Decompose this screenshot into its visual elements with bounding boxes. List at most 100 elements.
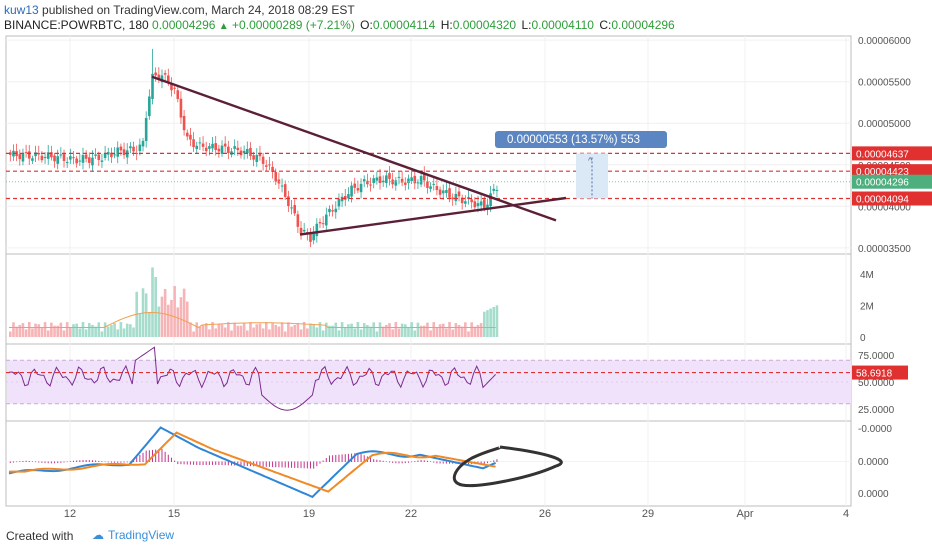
volume-bar: [192, 331, 195, 337]
candle-body: [31, 158, 34, 161]
candle-body: [356, 188, 360, 191]
candle-body: [100, 160, 104, 162]
volume-bar: [15, 326, 18, 337]
candle-body: [347, 194, 350, 199]
candle-body: [407, 178, 410, 184]
volume-bar: [486, 310, 489, 337]
macd-hist-bar: [268, 461, 270, 467]
high-label: H:: [440, 18, 453, 32]
volume-bar: [72, 324, 75, 337]
candle-body: [268, 164, 271, 166]
candle-body: [334, 208, 338, 213]
volume-bar: [441, 323, 445, 337]
macd-hist-bar: [310, 461, 311, 469]
macd-hist-bar: [28, 460, 30, 462]
macd-hist-bar: [91, 460, 93, 462]
macd-hist-bar: [496, 459, 498, 462]
volume-bar: [223, 327, 227, 337]
macd-hist-bar: [126, 461, 128, 463]
chart-header: kuw13 published on TradingView.com, Marc…: [4, 2, 928, 36]
candle-body: [119, 146, 123, 151]
macd-hist-bar: [278, 461, 280, 468]
volume-bar: [132, 327, 135, 337]
volume-tick-label: 4M: [860, 270, 874, 281]
macd-hist-bar: [313, 461, 315, 469]
volume-bar: [287, 322, 290, 337]
macd-hist-bar: [442, 461, 444, 464]
candle-body: [189, 134, 192, 140]
macd-hist-bar: [382, 460, 384, 462]
candle-body: [50, 152, 53, 158]
candle-body: [372, 178, 375, 184]
macd-hist-bar: [265, 461, 267, 467]
volume-bar: [69, 327, 72, 337]
candle-body: [419, 176, 423, 185]
volume-bar: [435, 327, 439, 337]
candle-body: [163, 73, 167, 75]
volume-bar: [65, 322, 69, 337]
macd-hist-bar: [183, 461, 185, 465]
candle-body: [40, 155, 44, 161]
chart-canvas[interactable]: 12 15 19 22 26 29 Apr 40.000035000.000040000.00…: [0, 0, 932, 520]
macd-hist-bar: [439, 461, 441, 464]
volume-bar: [31, 328, 34, 337]
volume-bar: [318, 322, 322, 337]
volume-bar: [422, 325, 426, 337]
candle-body: [464, 201, 467, 204]
macd-hist-bar: [148, 450, 150, 462]
current-price-label: 0.00004296: [856, 178, 909, 189]
volume-bar: [220, 324, 224, 337]
candle-body: [448, 188, 451, 198]
macd-hist-bar: [208, 461, 210, 465]
volume-bar: [214, 328, 217, 337]
volume-bar: [325, 322, 328, 337]
author-link[interactable]: kuw13: [4, 3, 39, 17]
macd-hist-bar: [281, 461, 283, 468]
volume-bar: [230, 330, 233, 337]
macd-hist-bar: [376, 459, 378, 462]
candle-body: [337, 198, 341, 207]
measure-label-box: [495, 131, 667, 148]
macd-hist-bar: [161, 448, 163, 462]
macd-hist-bar: [322, 460, 324, 462]
volume-bar: [160, 296, 164, 337]
volume-bar: [328, 325, 331, 337]
macd-hist-bar: [224, 461, 226, 466]
brand-name: TradingView: [108, 528, 175, 542]
candle-body: [328, 208, 331, 213]
volume-bar: [148, 312, 151, 337]
volume-bar: [460, 326, 464, 337]
volume-bar: [277, 326, 281, 337]
candle-body: [271, 166, 274, 172]
volume-bar: [233, 322, 236, 337]
candle-body: [388, 173, 391, 179]
candle-body: [290, 207, 293, 209]
rsi-tick-label: 75.0000: [858, 351, 895, 362]
volume-bar: [419, 325, 423, 337]
macd-hist-bar: [363, 455, 365, 462]
volume-bar: [381, 326, 385, 337]
macd-hist-bar: [50, 461, 52, 464]
volume-bar: [62, 330, 66, 337]
macd-hist-bar: [373, 459, 375, 462]
macd-hist-bar: [189, 461, 191, 465]
macd-hist-bar: [231, 461, 232, 466]
macd-hist-bar: [404, 461, 406, 464]
candle-body: [233, 146, 236, 149]
candle-body: [223, 143, 227, 147]
candle-body: [37, 153, 41, 155]
level-tag: [852, 164, 932, 179]
macd-hist-bar: [25, 460, 27, 462]
candle-body: [400, 178, 404, 183]
macd-hist-bar: [174, 460, 176, 462]
x-tick-label: Apr: [736, 508, 753, 520]
candle-body: [283, 184, 287, 197]
candle-body: [321, 223, 325, 225]
tradingview-logo[interactable]: ☁ TradingView: [92, 528, 174, 542]
volume-bar: [18, 324, 22, 337]
volume-bar: [27, 322, 31, 337]
candle-body: [94, 154, 97, 156]
candle-body: [182, 115, 186, 131]
volume-bar: [454, 323, 458, 337]
volume-bar: [34, 323, 37, 337]
